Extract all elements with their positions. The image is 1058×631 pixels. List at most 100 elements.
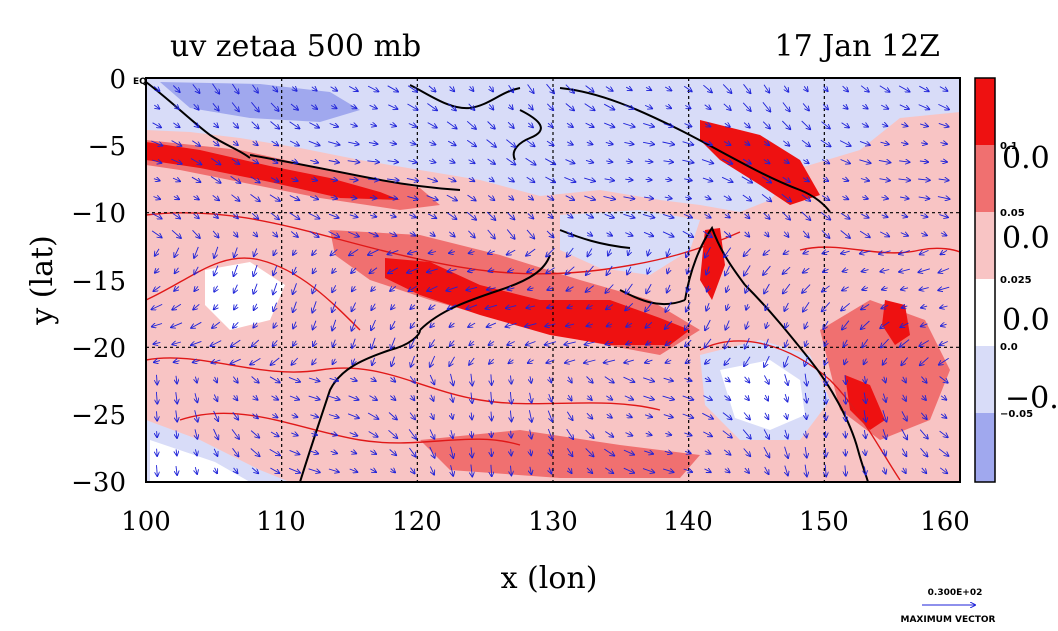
wind-vector bbox=[566, 231, 573, 237]
wind-vector bbox=[545, 324, 556, 327]
wind-vector bbox=[391, 356, 394, 367]
wind-vector bbox=[172, 303, 182, 310]
wind-vector bbox=[860, 85, 869, 92]
wind-vector bbox=[921, 143, 927, 144]
wind-vector bbox=[684, 197, 691, 199]
wind-vector bbox=[526, 342, 536, 346]
wind-vector bbox=[289, 212, 300, 219]
wind-vector bbox=[606, 396, 612, 400]
wind-vector bbox=[938, 448, 949, 456]
wind-vector bbox=[234, 284, 238, 293]
wind-vector bbox=[309, 451, 318, 454]
wind-vector bbox=[664, 197, 672, 199]
wind-vector bbox=[825, 411, 826, 420]
wind-vector bbox=[252, 339, 260, 347]
wind-vector bbox=[801, 194, 811, 201]
wind-vector bbox=[805, 356, 808, 366]
wind-vector bbox=[448, 178, 455, 181]
wind-vector bbox=[410, 338, 416, 348]
wind-vector bbox=[546, 103, 553, 110]
wind-vector bbox=[626, 283, 633, 294]
wind-vector bbox=[507, 342, 515, 346]
wind-vector bbox=[368, 431, 378, 437]
wind-vector bbox=[606, 233, 613, 236]
wind-vector bbox=[763, 141, 769, 145]
wind-vector bbox=[918, 104, 930, 110]
wind-vector bbox=[291, 160, 298, 163]
wind-vector bbox=[745, 231, 750, 237]
wind-vector bbox=[528, 104, 532, 109]
wind-vector bbox=[547, 410, 552, 422]
wind-vector bbox=[308, 140, 320, 145]
wind-vector bbox=[214, 304, 218, 310]
wind-vector bbox=[431, 394, 434, 401]
wind-vector bbox=[448, 304, 457, 310]
wind-vector bbox=[292, 87, 296, 91]
wind-vector bbox=[625, 302, 634, 310]
wind-vector bbox=[565, 195, 575, 200]
wind-vector bbox=[763, 249, 771, 255]
wind-vector bbox=[313, 340, 316, 347]
wind-vector bbox=[349, 433, 358, 436]
wind-vector bbox=[408, 251, 418, 254]
wind-vector bbox=[701, 159, 713, 164]
wind-vector bbox=[230, 358, 241, 364]
wind-vector bbox=[389, 449, 397, 456]
wind-vector bbox=[844, 339, 848, 347]
wind-vector bbox=[861, 214, 868, 218]
wind-vector bbox=[491, 391, 492, 404]
wind-vector bbox=[662, 231, 674, 237]
plot-frame bbox=[145, 77, 961, 483]
wind-vector bbox=[919, 161, 928, 162]
wind-vector bbox=[349, 179, 357, 180]
wind-vector bbox=[195, 410, 198, 422]
wind-vector bbox=[864, 410, 866, 422]
wind-vector bbox=[191, 340, 202, 345]
wind-vector bbox=[682, 160, 693, 163]
wind-vector bbox=[883, 393, 886, 402]
wind-vector bbox=[645, 360, 653, 363]
wind-vector bbox=[722, 84, 731, 93]
wind-vector bbox=[231, 194, 240, 201]
wind-vector bbox=[368, 249, 379, 255]
wind-vector bbox=[214, 285, 218, 292]
wind-vector bbox=[939, 215, 948, 218]
wind-vector bbox=[389, 143, 397, 144]
wind-vector bbox=[449, 323, 455, 327]
negative-region-north-dark bbox=[160, 82, 360, 122]
wind-vector bbox=[507, 121, 514, 128]
wind-vector bbox=[724, 337, 731, 348]
wind-vector bbox=[289, 140, 299, 146]
wind-vector bbox=[805, 447, 807, 458]
wind-vector bbox=[704, 105, 711, 109]
wind-vector bbox=[511, 449, 512, 455]
wind-vector bbox=[938, 287, 950, 290]
x-tick-label: 130 bbox=[528, 507, 578, 537]
wind-vector bbox=[682, 395, 694, 400]
wind-vector bbox=[347, 413, 359, 418]
wind-vector bbox=[883, 429, 886, 439]
wind-vector bbox=[626, 415, 632, 418]
wind-vector bbox=[785, 429, 788, 439]
wind-vector bbox=[586, 285, 594, 292]
wind-vector bbox=[785, 465, 788, 476]
wind-vector bbox=[469, 341, 474, 345]
wind-vector bbox=[939, 467, 947, 474]
coast-sumatra bbox=[146, 81, 251, 159]
wind-vector bbox=[784, 446, 789, 458]
wind-vector bbox=[450, 85, 455, 91]
wind-vector bbox=[585, 160, 593, 162]
x-axis-label: x (lon) bbox=[501, 561, 598, 596]
wind-vector bbox=[193, 361, 200, 363]
wind-vector bbox=[409, 215, 416, 218]
wind-vector bbox=[269, 376, 280, 383]
wind-vector bbox=[881, 338, 889, 347]
wind-vector bbox=[784, 160, 789, 163]
wind-vector bbox=[786, 412, 788, 419]
wind-vector bbox=[211, 158, 220, 164]
wind-vector bbox=[725, 265, 731, 276]
wind-vector bbox=[606, 414, 612, 418]
wind-vector bbox=[941, 324, 947, 326]
wind-vector bbox=[332, 301, 337, 313]
wind-vector bbox=[586, 142, 593, 144]
